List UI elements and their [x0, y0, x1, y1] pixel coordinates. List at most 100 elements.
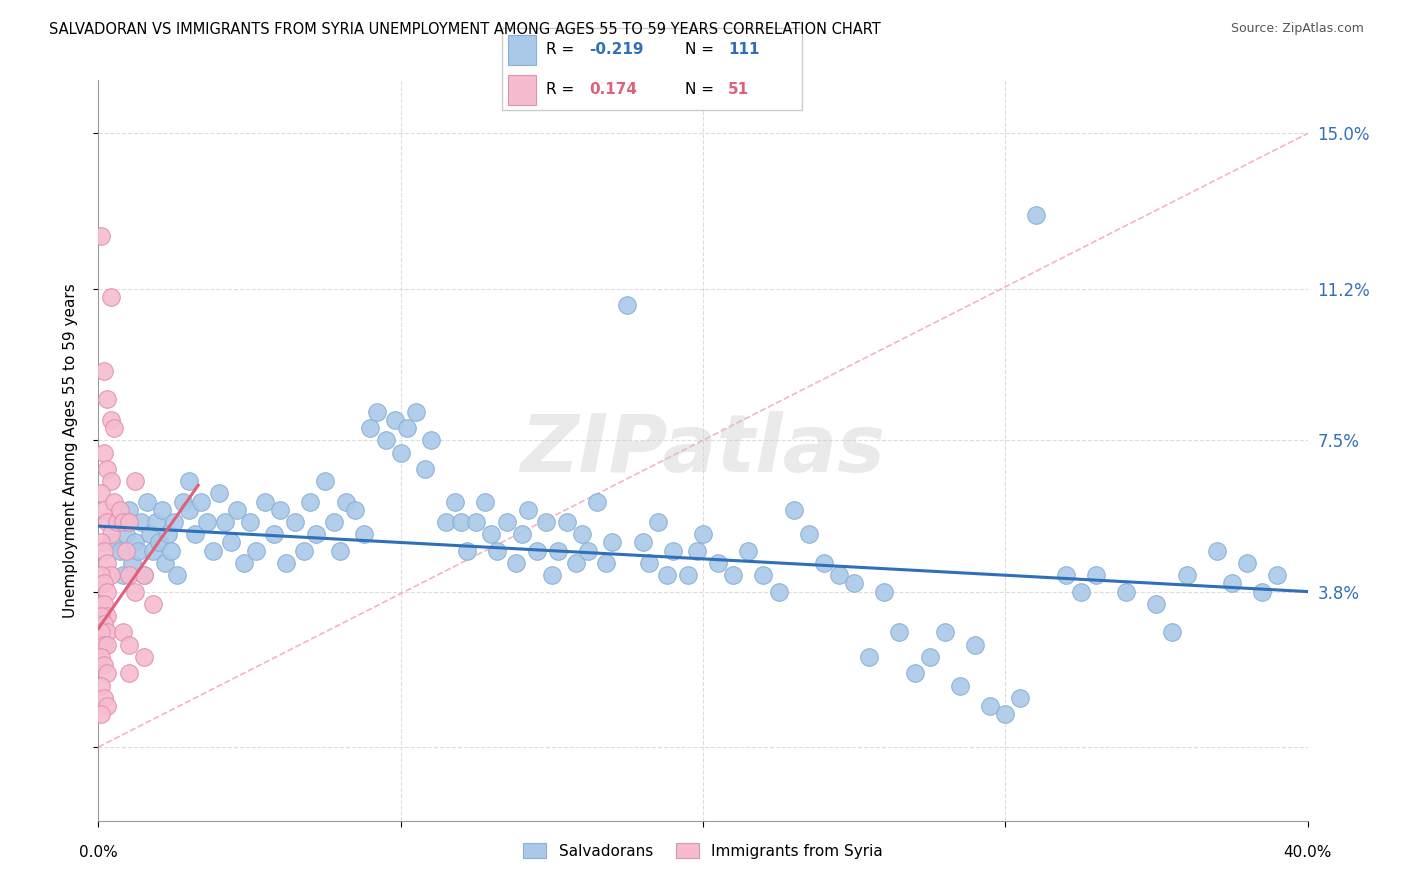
Point: [103, 421, 125, 435]
Point: [160, 543, 183, 558]
Point: [184, 527, 207, 541]
Point: [374, 434, 396, 448]
Point: [100, 474, 122, 488]
Point: [1085, 568, 1108, 582]
Point: [1144, 597, 1167, 611]
Point: [434, 515, 457, 529]
Point: [135, 494, 157, 508]
Point: [263, 527, 285, 541]
Point: [153, 556, 176, 570]
Point: [90, 597, 112, 611]
Point: [576, 543, 599, 558]
Point: [516, 502, 538, 516]
Point: [384, 413, 406, 427]
Point: [676, 568, 699, 582]
Point: [90, 650, 112, 665]
Point: [121, 556, 143, 570]
Point: [132, 650, 155, 665]
Point: [949, 679, 972, 693]
Point: [90, 568, 112, 582]
Point: [269, 502, 291, 516]
Point: [616, 298, 638, 312]
Point: [195, 515, 218, 529]
Point: [96, 609, 118, 624]
Point: [1070, 584, 1092, 599]
Point: [105, 515, 128, 529]
Point: [344, 502, 367, 516]
Point: [142, 597, 165, 611]
Point: [208, 486, 231, 500]
Text: 40.0%: 40.0%: [1284, 846, 1331, 860]
Point: [510, 527, 533, 541]
Point: [90, 707, 112, 722]
Point: [1175, 568, 1198, 582]
Point: [647, 515, 669, 529]
Point: [1236, 556, 1258, 570]
Point: [904, 666, 927, 681]
Point: [142, 543, 165, 558]
Point: [132, 568, 155, 582]
Point: [118, 638, 141, 652]
Point: [156, 527, 179, 541]
Point: [124, 584, 146, 599]
Point: [505, 556, 527, 570]
Point: [284, 515, 307, 529]
Point: [994, 707, 1017, 722]
Point: [124, 535, 146, 549]
FancyBboxPatch shape: [509, 75, 536, 104]
Point: [481, 527, 503, 541]
Point: [96, 556, 118, 570]
Point: [526, 543, 548, 558]
Point: [395, 421, 418, 435]
Point: [692, 527, 714, 541]
Point: [555, 515, 578, 529]
Point: [93, 658, 115, 673]
Point: [163, 515, 186, 529]
Point: [100, 290, 122, 304]
Point: [844, 576, 866, 591]
Text: N =: N =: [685, 82, 718, 97]
Point: [918, 650, 941, 665]
Point: [420, 434, 443, 448]
Point: [150, 502, 173, 516]
Point: [90, 625, 112, 640]
Text: R =: R =: [546, 82, 579, 97]
Point: [389, 445, 412, 459]
Point: [889, 625, 911, 640]
Point: [172, 494, 194, 508]
Point: [934, 625, 956, 640]
Point: [637, 556, 659, 570]
Point: [965, 638, 987, 652]
Point: [96, 699, 118, 714]
Point: [655, 568, 678, 582]
Point: [631, 535, 654, 549]
Point: [100, 413, 122, 427]
Point: [90, 228, 112, 243]
Point: [93, 690, 115, 705]
Point: [828, 568, 851, 582]
Point: [96, 625, 118, 640]
Point: [96, 584, 118, 599]
Point: [96, 462, 118, 476]
Point: [413, 462, 436, 476]
Point: [114, 543, 136, 558]
Point: [752, 568, 775, 582]
Point: [93, 597, 115, 611]
Point: [148, 535, 170, 549]
Text: SALVADORAN VS IMMIGRANTS FROM SYRIA UNEMPLOYMENT AMONG AGES 55 TO 59 YEARS CORRE: SALVADORAN VS IMMIGRANTS FROM SYRIA UNEM…: [49, 22, 882, 37]
Point: [118, 568, 141, 582]
FancyBboxPatch shape: [502, 29, 803, 110]
Point: [661, 543, 683, 558]
Point: [239, 515, 262, 529]
Point: [1206, 543, 1229, 558]
Point: [93, 502, 115, 516]
Point: [737, 543, 759, 558]
Point: [571, 527, 593, 541]
Point: [456, 543, 478, 558]
Point: [118, 502, 141, 516]
Point: [540, 568, 562, 582]
Point: [226, 502, 249, 516]
Point: [111, 515, 134, 529]
Point: [202, 543, 225, 558]
Point: [90, 609, 112, 624]
